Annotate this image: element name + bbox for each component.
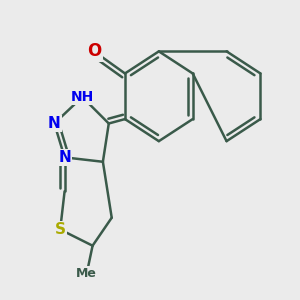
- Text: N: N: [48, 116, 61, 131]
- Text: NH: NH: [71, 90, 94, 104]
- Text: Me: Me: [76, 267, 97, 280]
- Text: O: O: [87, 42, 101, 60]
- Text: N: N: [58, 150, 71, 165]
- Text: S: S: [55, 222, 66, 237]
